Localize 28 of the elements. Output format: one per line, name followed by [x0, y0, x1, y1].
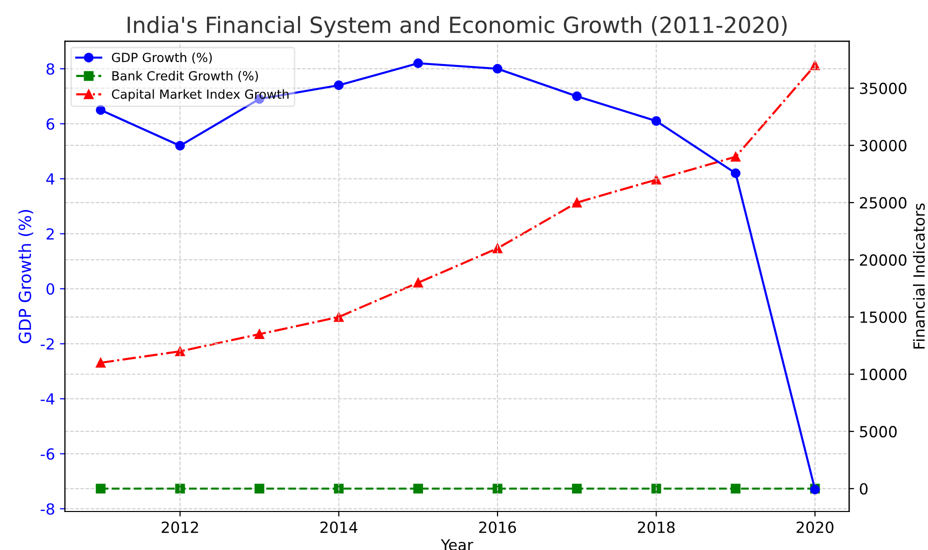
x-tick-label: 2014: [320, 521, 358, 534]
x-tick-label: 2020: [796, 521, 834, 534]
legend-label: GDP Growth (%): [112, 52, 212, 64]
chart-title: India's Financial System and Economic Growth (2011-2020): [128, 16, 787, 38]
y2-tick-label: 20000: [860, 254, 906, 266]
x-tick-label: 2016: [479, 521, 516, 534]
y2-tick-label: 10000: [860, 368, 906, 380]
y-tick-label: 0: [46, 283, 54, 295]
y-tick-label: 6: [46, 118, 54, 130]
y2-tick-label: 25000: [860, 197, 906, 209]
y-tick-label: 4: [46, 173, 54, 185]
y2-tick-label: 0: [860, 483, 868, 495]
x-tick-label: 2012: [162, 521, 198, 534]
y-tick-label: -2: [40, 338, 54, 350]
y-tick-label: -6: [40, 448, 54, 460]
y-tick-label: 8: [46, 63, 54, 75]
y-tick-label: -4: [40, 393, 54, 405]
y2-axis-title: Financial Indicators: [913, 204, 925, 348]
legend-label: Bank Credit Growth (%): [112, 70, 258, 82]
legend-label: Capital Market Index Growth: [112, 89, 289, 102]
y-tick-label: -8: [40, 503, 54, 515]
y-tick-label: 2: [46, 228, 54, 240]
y-axis-title: GDP Growth (%): [18, 210, 34, 344]
y2-tick-label: 30000: [860, 140, 906, 152]
y2-tick-label: 35000: [860, 82, 906, 94]
x-tick-label: 2018: [638, 521, 675, 534]
y2-tick-label: 5000: [860, 426, 897, 438]
y2-tick-label: 15000: [860, 311, 906, 324]
